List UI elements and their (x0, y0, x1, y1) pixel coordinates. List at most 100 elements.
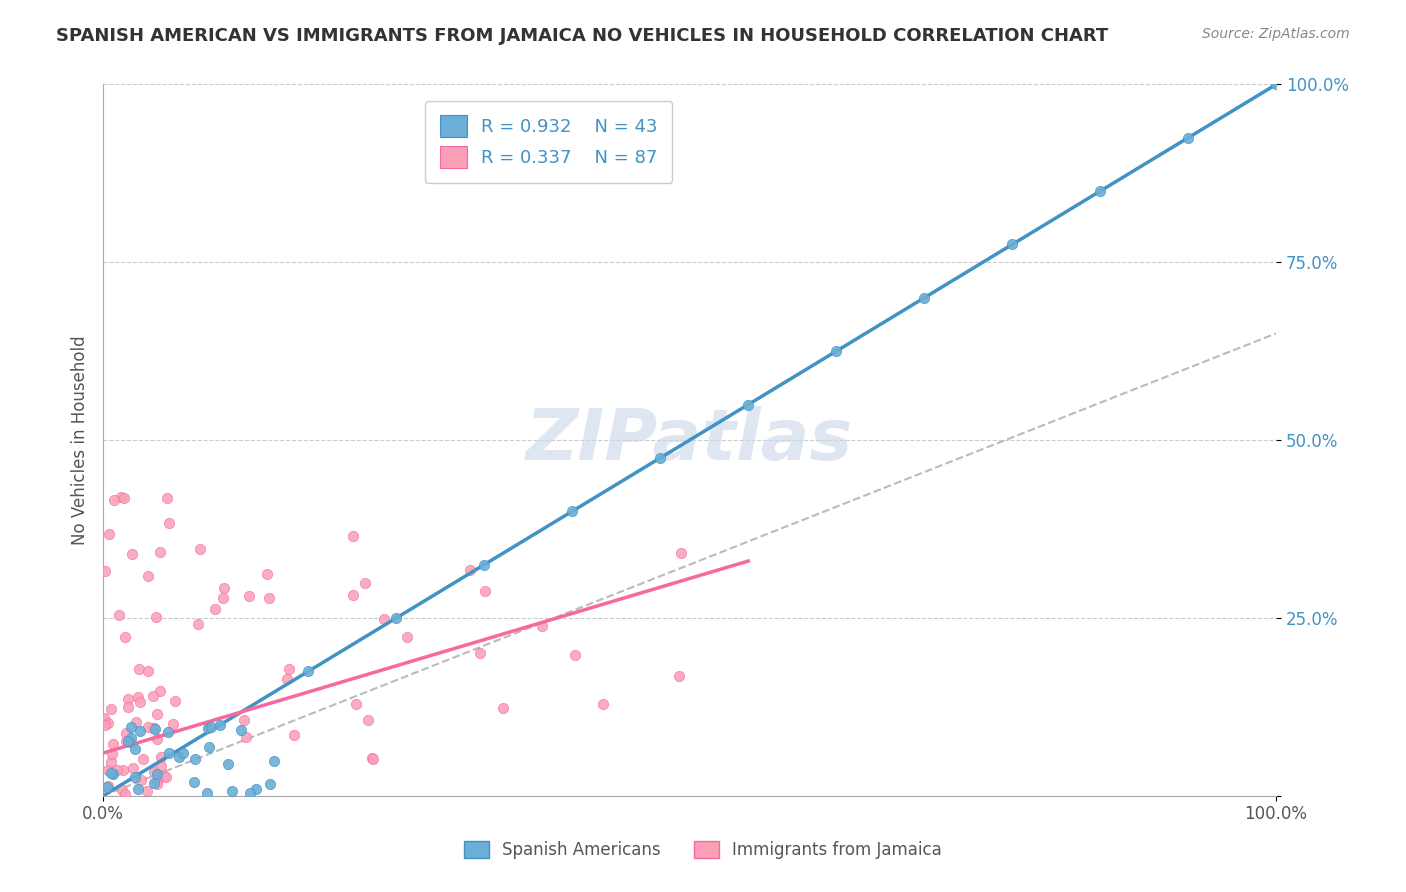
Point (197, 721, 219, 735)
Point (396, 630, 419, 644)
Point (114, 787, 136, 801)
Point (110, 490, 132, 504)
Point (162, 717, 184, 731)
Point (117, 733, 139, 747)
Point (149, 545, 172, 559)
Point (149, 683, 172, 698)
Point (564, 648, 586, 662)
Point (101, 737, 124, 751)
Point (650, 450, 672, 465)
Point (155, 770, 177, 784)
Point (200, 720, 222, 734)
Point (117, 699, 139, 714)
Point (100, 765, 122, 780)
Point (146, 731, 169, 746)
Point (231, 723, 253, 738)
Point (120, 735, 142, 749)
Point (259, 777, 281, 791)
Point (531, 618, 554, 632)
Point (167, 750, 190, 764)
Text: Source: ZipAtlas.com: Source: ZipAtlas.com (1202, 27, 1350, 41)
Point (472, 558, 495, 572)
Point (217, 757, 239, 772)
Point (124, 770, 146, 784)
Point (239, 786, 262, 800)
Point (100, 747, 122, 762)
Point (342, 588, 364, 602)
Point (145, 766, 167, 780)
Point (97, 716, 120, 731)
Point (1001, 237, 1024, 252)
Point (238, 590, 260, 604)
Point (157, 516, 180, 530)
Point (354, 575, 377, 590)
Point (122, 761, 145, 775)
Point (142, 689, 165, 703)
Point (245, 781, 267, 796)
Legend: R = 0.932    N = 43, R = 0.337    N = 87: R = 0.932 N = 43, R = 0.337 N = 87 (426, 101, 672, 183)
Point (94, 718, 117, 732)
Point (97, 779, 120, 793)
Point (257, 591, 280, 605)
Point (165, 694, 187, 708)
Point (592, 697, 614, 711)
Point (103, 492, 125, 507)
Point (145, 774, 167, 789)
Point (96, 780, 118, 794)
Point (143, 722, 166, 736)
Point (212, 591, 235, 606)
Point (93, 711, 115, 725)
Point (737, 398, 759, 412)
Point (97, 763, 120, 777)
Point (111, 783, 134, 797)
Point (103, 767, 125, 781)
Point (149, 749, 172, 764)
Point (172, 746, 194, 760)
Point (112, 491, 135, 505)
Point (136, 720, 159, 734)
Point (204, 602, 226, 616)
Point (195, 785, 218, 799)
Point (156, 725, 179, 739)
Point (142, 721, 165, 735)
Point (561, 504, 583, 518)
Point (183, 774, 205, 789)
Point (188, 541, 211, 556)
Point (297, 665, 319, 679)
Point (128, 662, 150, 676)
Point (124, 741, 146, 756)
Point (100, 755, 122, 769)
Point (131, 752, 153, 766)
Point (214, 581, 236, 595)
Point (235, 730, 257, 744)
Legend: Spanish Americans, Immigrants from Jamaica: Spanish Americans, Immigrants from Jamai… (457, 834, 949, 866)
Point (114, 631, 136, 645)
Point (1088, 184, 1111, 198)
Point (263, 754, 285, 768)
Point (146, 707, 169, 722)
Point (127, 690, 149, 704)
Point (361, 751, 384, 765)
Point (157, 746, 180, 760)
Point (143, 721, 166, 735)
Point (385, 611, 408, 625)
Point (121, 547, 143, 561)
Point (115, 725, 138, 739)
Point (1265, 78, 1288, 92)
Point (198, 740, 221, 755)
Point (146, 777, 169, 791)
Text: SPANISH AMERICAN VS IMMIGRANTS FROM JAMAICA NO VEHICLES IN HOUSEHOLD CORRELATION: SPANISH AMERICAN VS IMMIGRANTS FROM JAMA… (56, 27, 1108, 45)
Point (209, 717, 232, 731)
Point (825, 344, 848, 359)
Point (153, 769, 176, 783)
Point (278, 662, 301, 676)
Point (187, 616, 209, 631)
Point (97, 527, 120, 541)
Point (145, 609, 167, 624)
Point (233, 713, 256, 727)
Point (276, 672, 298, 686)
Point (221, 784, 243, 798)
Point (156, 491, 179, 505)
Point (357, 713, 380, 727)
Point (912, 291, 935, 305)
